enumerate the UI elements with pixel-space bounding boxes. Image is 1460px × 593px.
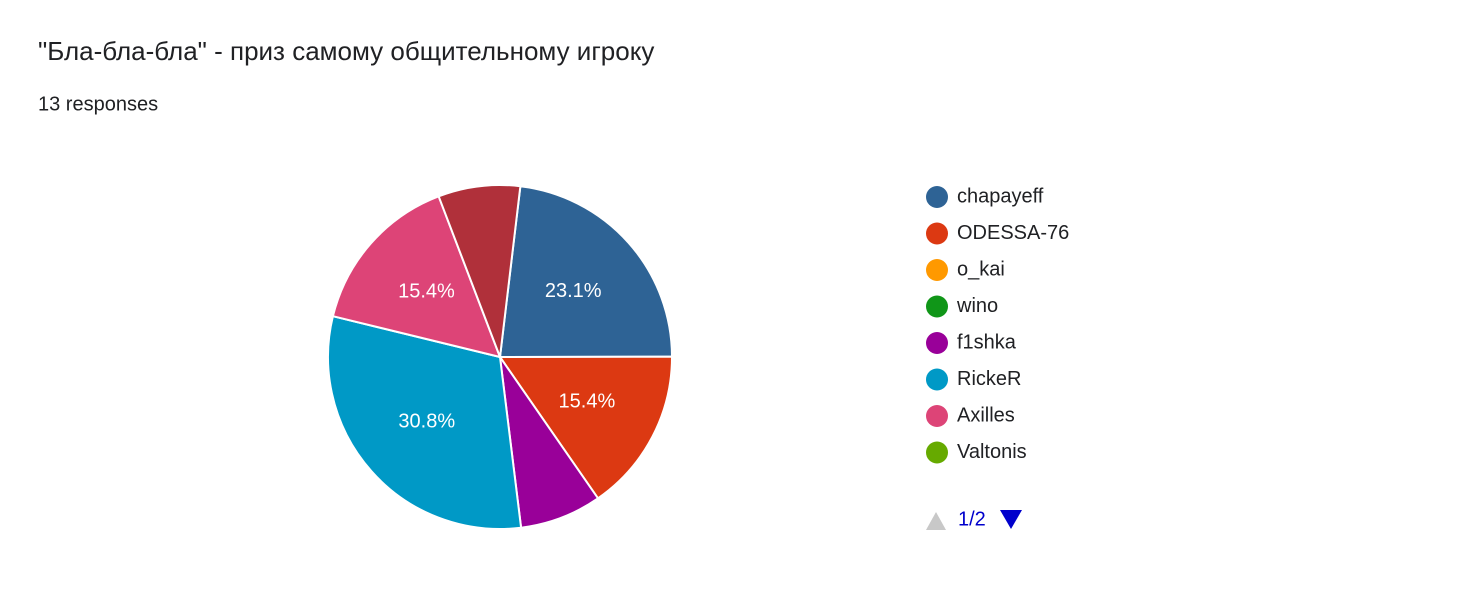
legend-marker: [926, 405, 948, 427]
pie-slice: [437, 184, 522, 358]
legend-label: o_kai: [957, 258, 1005, 280]
slice-label: 23.1%: [545, 280, 602, 302]
legend-marker: [926, 368, 948, 391]
slice-label: 15.4%: [398, 280, 455, 302]
legend-label: Valtonis: [957, 441, 1027, 463]
legend-prev[interactable]: [926, 512, 946, 530]
legend-marker: [926, 295, 948, 318]
legend-marker: [926, 186, 948, 208]
pie-slice: [331, 195, 502, 359]
chart-title: "Бла-бла-бла" - приз самому общительному…: [38, 36, 654, 66]
pie-slice: [498, 355, 674, 500]
legend-label: ODESSA-76: [957, 222, 1069, 244]
pie-slice: [327, 314, 523, 530]
legend-next[interactable]: [1000, 510, 1022, 529]
slice-label: 30.8%: [398, 410, 455, 432]
legend-page: 1/2: [958, 508, 986, 530]
response-count: 13 responses: [38, 93, 158, 115]
slice-label: 15.4%: [559, 391, 616, 413]
legend-label: chapayeff: [957, 185, 1044, 207]
legend-marker: [926, 332, 948, 354]
legend-label: wino: [956, 295, 998, 317]
legend-marker: [926, 259, 948, 281]
legend-label: Axilles: [957, 404, 1015, 426]
pie-slice: [498, 185, 674, 359]
legend-marker: [926, 222, 948, 245]
legend-marker: [926, 441, 948, 464]
legend-label: RickeR: [957, 368, 1021, 390]
legend-label: f1shka: [957, 331, 1017, 353]
